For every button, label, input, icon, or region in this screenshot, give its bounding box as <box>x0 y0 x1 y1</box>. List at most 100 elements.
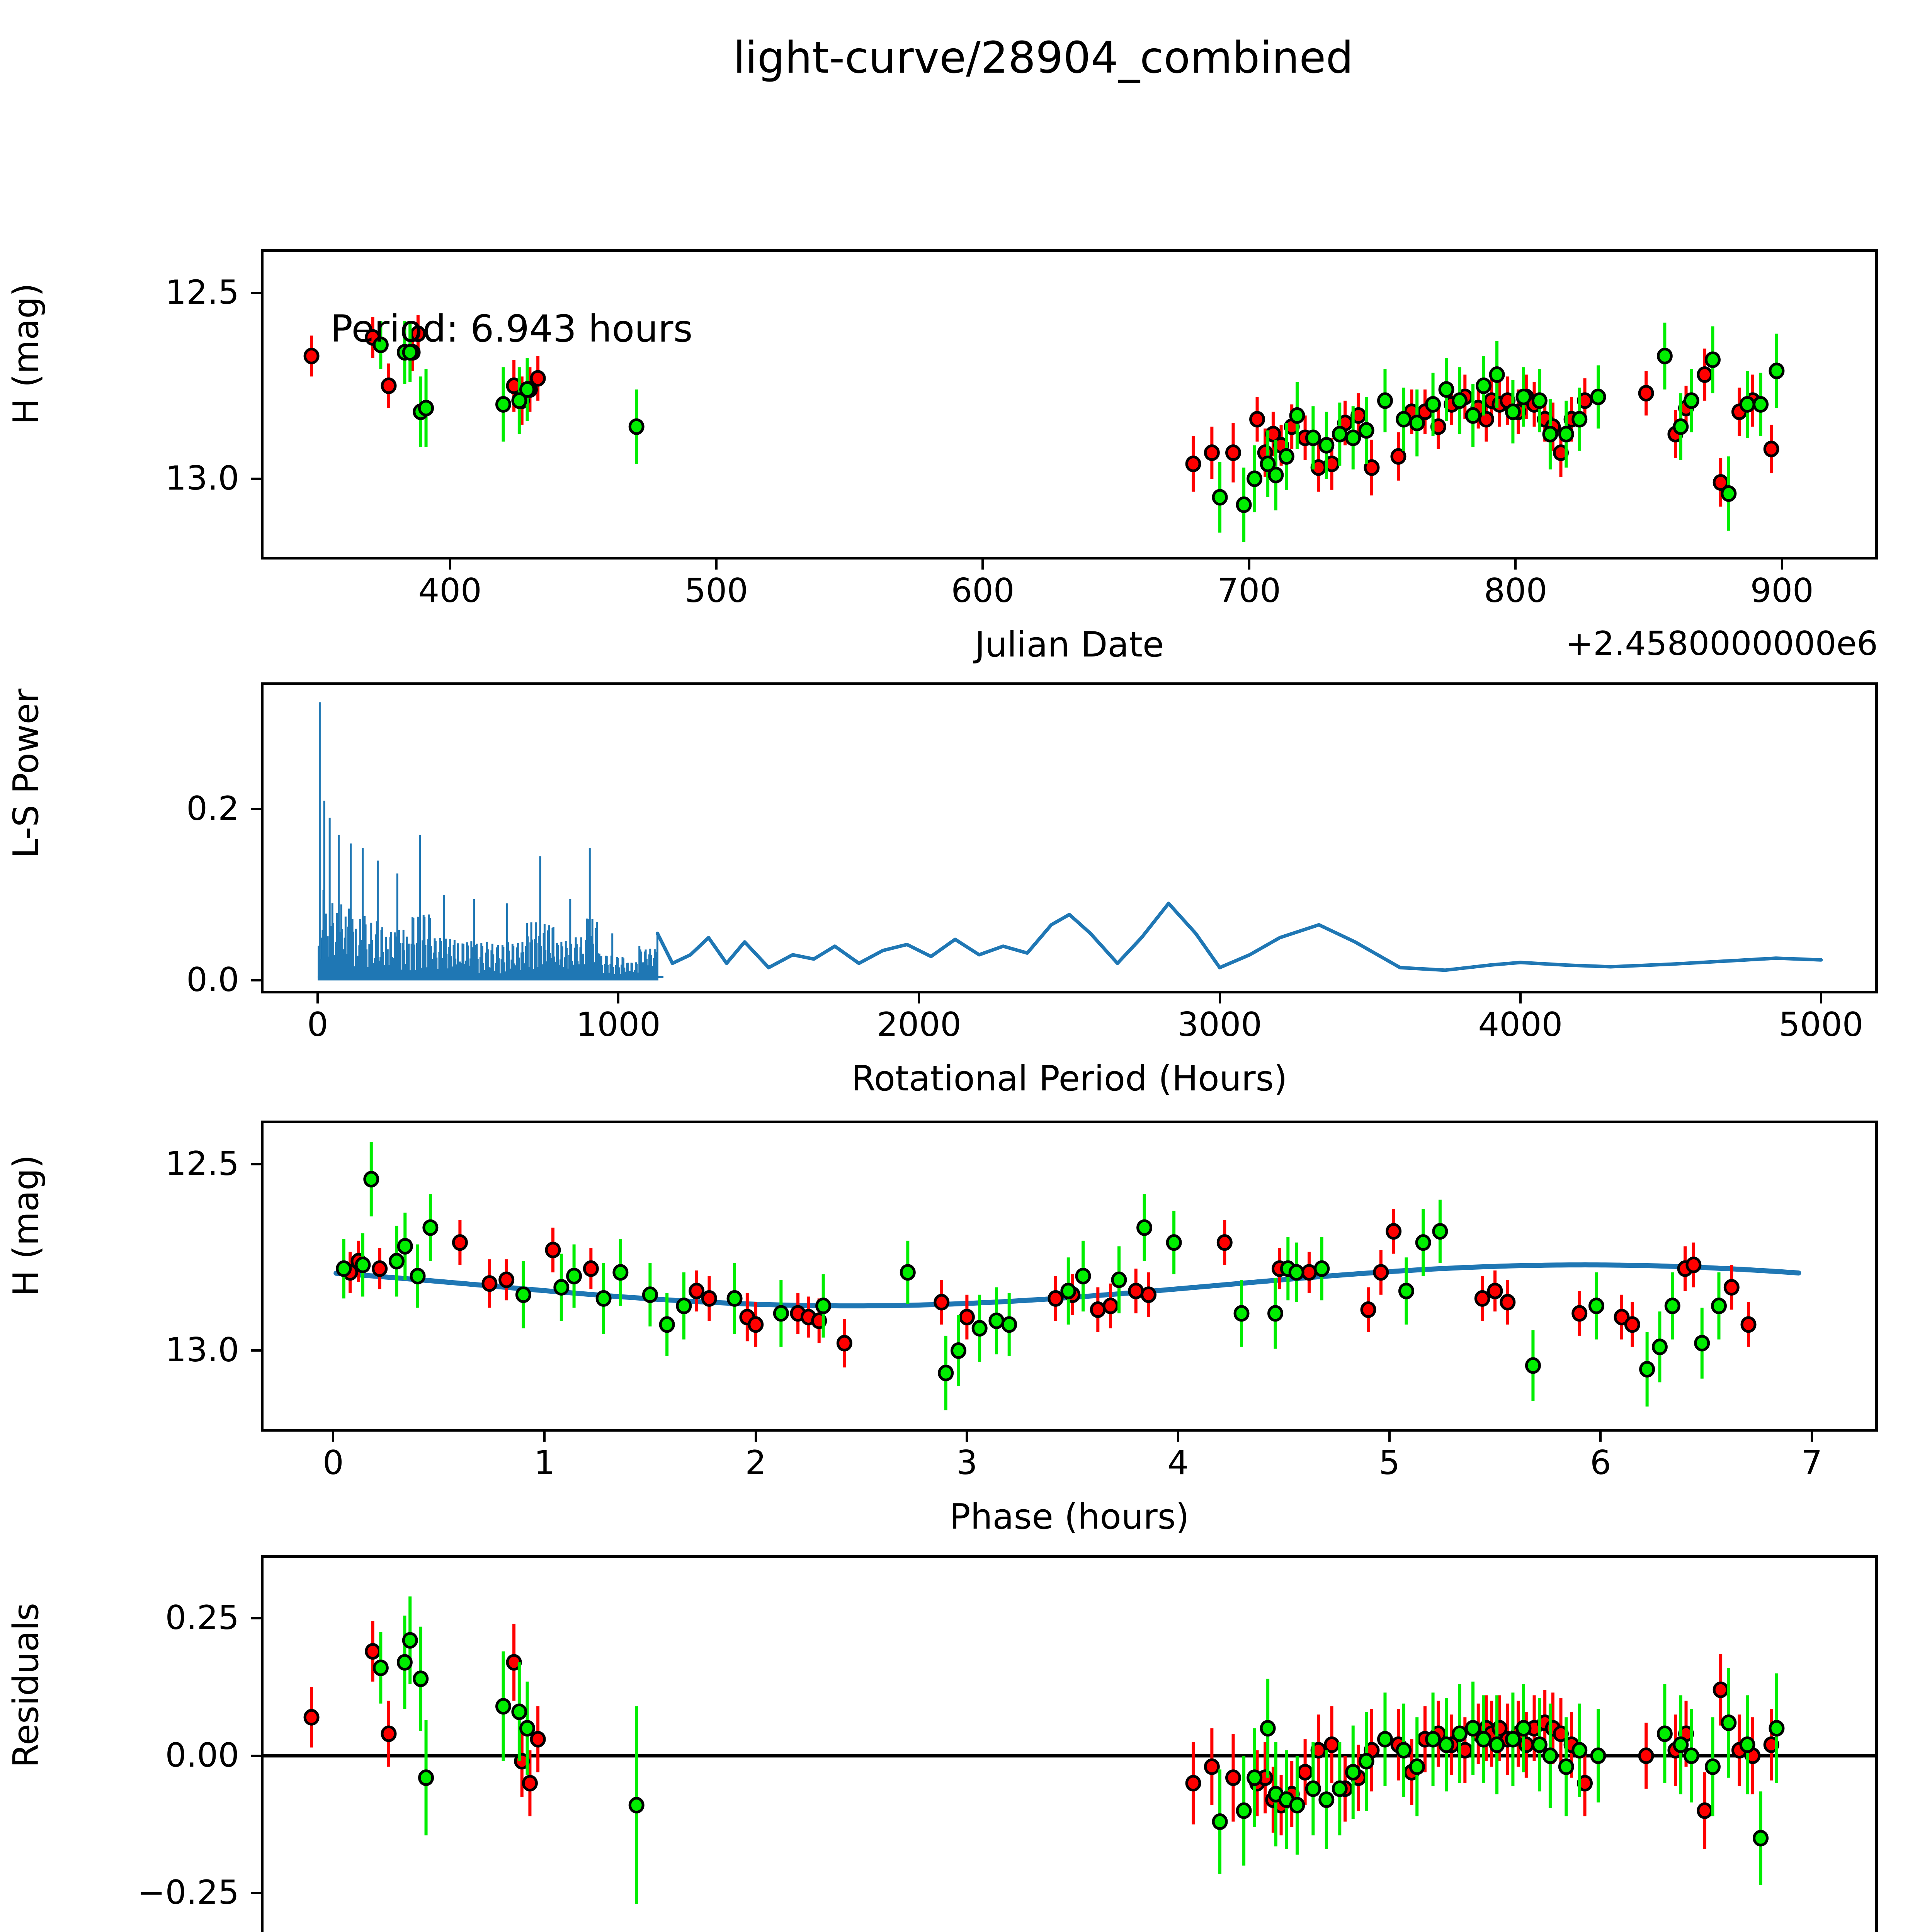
data-point <box>1247 470 1263 487</box>
data-point <box>1288 1264 1304 1281</box>
data-point <box>1345 1764 1361 1781</box>
y-tick <box>251 477 261 480</box>
data-point <box>1753 396 1769 413</box>
x-tick <box>715 560 718 570</box>
data-point <box>402 344 418 361</box>
data-point <box>1398 1282 1414 1299</box>
panel-periodogram-xlabel: Rotational Period (Hours) <box>851 1058 1287 1099</box>
data-point <box>1332 425 1348 442</box>
panel-lightcurve-ylabel: H (mag) <box>6 283 46 425</box>
data-point <box>1318 1791 1335 1808</box>
data-point <box>1651 1338 1668 1355</box>
data-point <box>511 392 527 409</box>
x-tick <box>617 993 620 1003</box>
y-tick <box>251 979 261 982</box>
data-point <box>1001 1316 1017 1333</box>
data-point <box>1185 455 1201 472</box>
data-point <box>1487 1282 1503 1299</box>
data-point <box>365 1643 381 1660</box>
data-point <box>595 1290 612 1307</box>
data-point <box>1683 392 1699 409</box>
x-tick <box>918 993 920 1003</box>
x-tick <box>1519 993 1522 1003</box>
data-point <box>1476 1731 1492 1748</box>
data-point <box>1531 392 1548 409</box>
x-tick-label: 600 <box>951 571 1015 610</box>
y-tick-label: −0.25 <box>137 1873 239 1912</box>
data-point <box>1216 1234 1233 1251</box>
data-point <box>1683 1747 1699 1764</box>
periodogram-alias-forest <box>318 702 658 981</box>
x-tick-label: 4 <box>1167 1444 1189 1482</box>
x-tick <box>1218 993 1221 1003</box>
data-point <box>1769 1720 1785 1737</box>
x-tick-label: 700 <box>1217 571 1281 610</box>
data-point <box>1249 411 1265 428</box>
data-point <box>372 1260 388 1277</box>
data-point <box>1373 1264 1389 1281</box>
data-point <box>545 1242 561 1259</box>
x-tick-label: 4000 <box>1478 1005 1563 1044</box>
data-point <box>372 337 389 354</box>
data-point <box>1358 422 1374 439</box>
data-point <box>1614 1309 1630 1326</box>
x-tick <box>981 560 984 570</box>
data-point <box>498 1271 515 1288</box>
data-point <box>1267 1305 1283 1322</box>
data-point <box>1268 466 1284 483</box>
data-point <box>836 1335 852 1352</box>
data-point <box>1739 1736 1755 1753</box>
data-point <box>381 377 397 394</box>
data-point <box>418 1769 434 1786</box>
data-point <box>1531 1736 1548 1753</box>
data-point <box>934 1294 950 1311</box>
data-point <box>1500 1294 1516 1311</box>
data-point <box>1396 411 1412 428</box>
x-tick-label: 5 <box>1379 1444 1400 1482</box>
data-point <box>773 1305 789 1322</box>
data-point <box>1390 448 1406 465</box>
data-point <box>506 1654 522 1671</box>
y-tick-label: 0.0 <box>186 961 239 1000</box>
data-point <box>1571 411 1588 428</box>
data-point <box>1233 1305 1250 1322</box>
data-point <box>1185 1775 1201 1792</box>
data-point <box>1452 392 1468 409</box>
panel-phasefold-ylabel: H (mag) <box>6 1155 46 1296</box>
period-annotation: Period: 6.943 hours <box>330 307 693 350</box>
data-point <box>1377 1731 1393 1748</box>
data-point <box>410 1268 426 1284</box>
data-point <box>1225 1769 1241 1786</box>
data-point <box>642 1286 658 1303</box>
data-point <box>1656 1725 1673 1742</box>
data-point <box>701 1290 717 1307</box>
data-point <box>1289 407 1305 424</box>
data-point <box>1624 1316 1640 1333</box>
data-point <box>1128 1282 1144 1299</box>
data-point <box>1638 1747 1654 1764</box>
data-point <box>1704 351 1721 368</box>
data-point <box>1409 415 1425 432</box>
x-tick-label: 1 <box>534 1444 555 1482</box>
x-tick-label: 3 <box>956 1444 978 1482</box>
data-point <box>1713 1681 1729 1698</box>
data-point <box>495 1698 511 1715</box>
data-point <box>676 1298 692 1315</box>
periodogram-curve <box>655 901 1823 972</box>
data-point <box>1505 1731 1521 1748</box>
data-point <box>1204 1758 1220 1775</box>
data-point <box>1278 448 1294 465</box>
data-point <box>1358 1753 1374 1770</box>
data-point <box>1673 418 1689 435</box>
data-point <box>1476 377 1492 394</box>
data-point <box>303 1709 320 1726</box>
y-tick-label: 0.25 <box>165 1599 239 1638</box>
data-point <box>1377 392 1393 409</box>
x-tick <box>966 1432 968 1442</box>
data-point <box>1297 1764 1313 1781</box>
data-point <box>612 1264 629 1281</box>
data-point <box>1590 1747 1606 1764</box>
data-point <box>1425 1731 1441 1748</box>
panel-periodogram-ylabel: L-S Power <box>6 689 46 858</box>
data-point <box>388 1253 405 1270</box>
